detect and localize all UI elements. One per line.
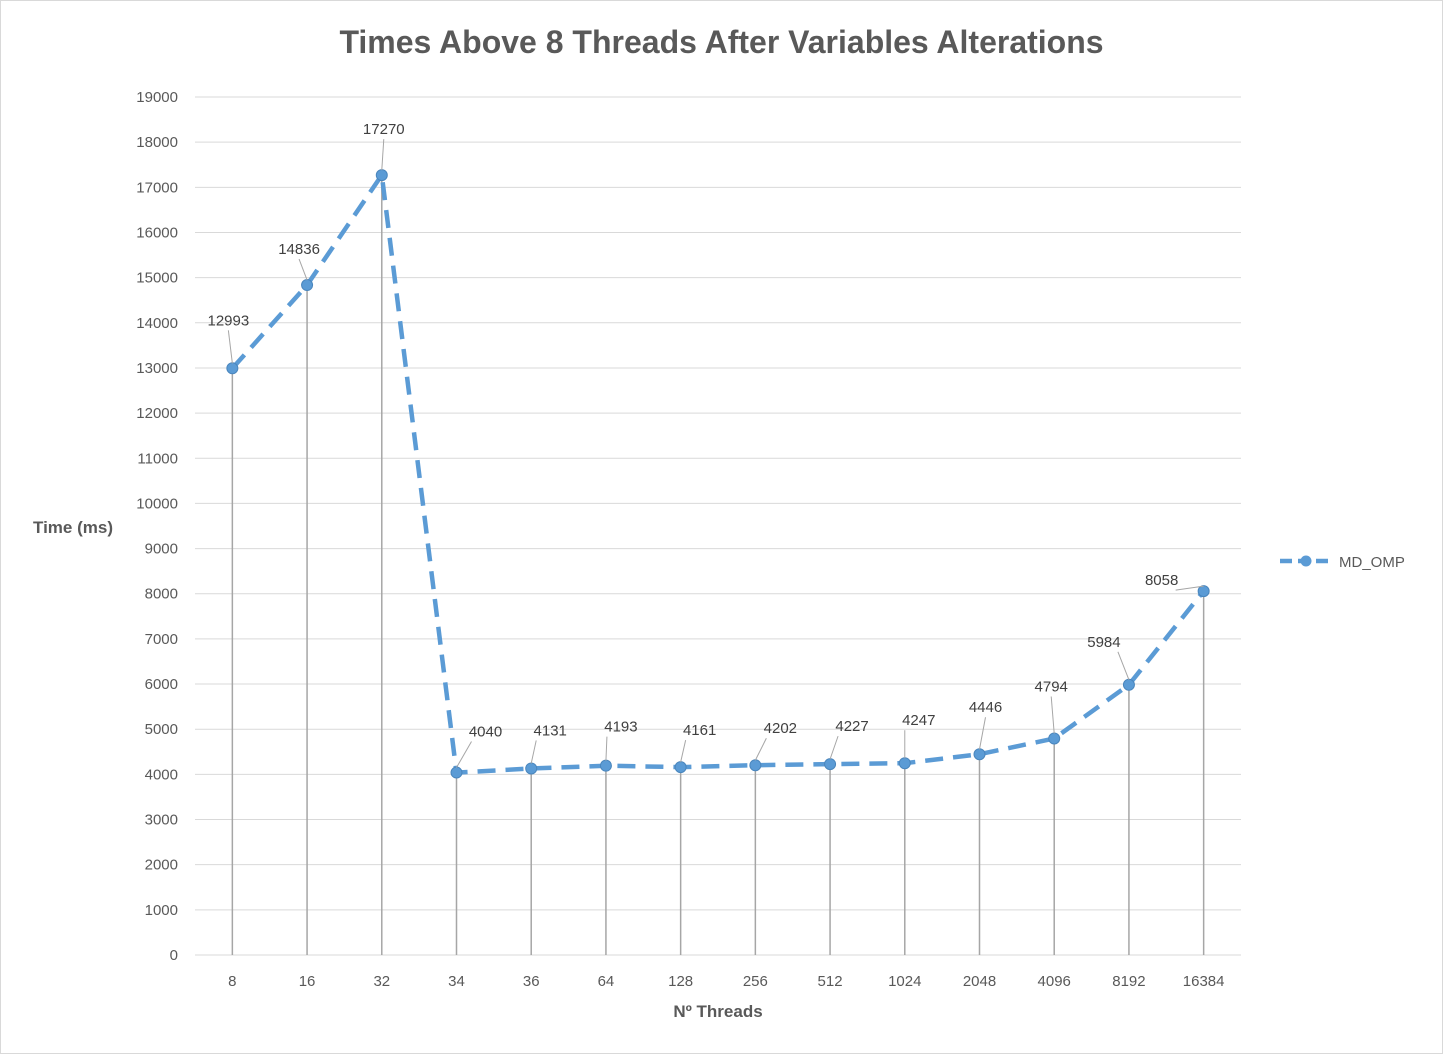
data-point-marker	[824, 758, 837, 771]
x-tick-label: 512	[818, 973, 843, 990]
y-tick-label: 2000	[145, 857, 178, 874]
data-label: 4131	[534, 722, 567, 739]
y-tick-label: 13000	[136, 360, 178, 377]
x-tick-label: 16	[299, 973, 316, 990]
data-label-leader	[456, 741, 472, 768]
series-line-md-omp	[230, 172, 1206, 775]
data-label: 4193	[604, 719, 637, 736]
data-label-leader	[829, 735, 839, 760]
y-tick-label: 9000	[145, 541, 178, 558]
data-label: 4202	[764, 720, 797, 737]
data-point-marker	[599, 759, 612, 772]
data-point-marker	[301, 279, 314, 292]
x-tick-label: 1024	[888, 973, 921, 990]
y-tick-label: 12000	[136, 405, 178, 422]
data-label: 17270	[363, 121, 405, 138]
y-tick-label: 3000	[145, 812, 178, 829]
data-point-marker	[525, 762, 538, 775]
legend-marker-swatch	[1300, 555, 1312, 567]
x-tick-label: 64	[598, 973, 615, 990]
y-tick-label: 10000	[136, 495, 178, 512]
data-point-marker	[1048, 732, 1061, 745]
data-label-leader	[754, 738, 767, 761]
x-tick-label: 32	[373, 973, 390, 990]
x-axis-title: Nº Threads	[673, 1002, 762, 1021]
data-label-leader	[680, 739, 687, 763]
data-label: 4794	[1035, 679, 1068, 696]
data-label: 4161	[683, 722, 716, 739]
y-tick-label: 4000	[145, 766, 178, 783]
data-label: 4247	[902, 712, 935, 729]
drop-lines	[231, 175, 1205, 955]
x-axis-ticks: 8 16 32 34 36 64 128 256 512 1024 2048 4096 8192 1638…	[228, 973, 1224, 990]
x-tick-label: 128	[668, 973, 693, 990]
x-tick-label: 256	[743, 973, 768, 990]
data-label-leader	[381, 139, 385, 171]
x-tick-label: 36	[523, 973, 540, 990]
chart-title: Times Above 8 Threads After Variables Al…	[339, 24, 1104, 60]
y-tick-label: 14000	[136, 315, 178, 332]
y-tick-label: 15000	[136, 270, 178, 287]
data-point-marker	[898, 757, 911, 770]
data-label: 4227	[835, 718, 868, 735]
data-label-leader	[1050, 696, 1055, 734]
y-tick-label: 8000	[145, 586, 178, 603]
x-tick-label: 8192	[1112, 973, 1145, 990]
data-label-leaders	[227, 139, 1204, 768]
x-tick-label: 34	[448, 973, 465, 990]
data-label: 12993	[207, 312, 249, 329]
y-tick-label: 1000	[145, 902, 178, 919]
series-markers	[226, 169, 1210, 779]
data-point-marker	[226, 362, 239, 375]
data-label-leader	[979, 717, 986, 750]
x-tick-label: 2048	[963, 973, 996, 990]
data-point-marker	[450, 766, 463, 779]
data-point-marker	[1197, 585, 1210, 598]
data-point-marker	[749, 759, 762, 772]
x-tick-label: 16384	[1183, 973, 1225, 990]
legend: MD_OMP	[1280, 554, 1405, 571]
data-label-leader	[298, 258, 308, 281]
y-tick-label: 5000	[145, 721, 178, 738]
data-label: 4040	[469, 724, 502, 741]
gridlines	[195, 96, 1241, 956]
y-axis-ticks: 0 1000 2000 3000 4000 5000 6000 7000 8000 9000 100…	[136, 89, 178, 964]
y-tick-label: 11000	[137, 450, 178, 467]
data-point-marker	[1122, 678, 1135, 691]
y-axis-title: Time (ms)	[33, 518, 113, 537]
data-point-marker	[375, 169, 388, 182]
data-label-leader	[1175, 585, 1204, 591]
y-tick-label: 6000	[145, 676, 178, 693]
data-label: 8058	[1145, 572, 1178, 589]
y-tick-label: 16000	[136, 224, 178, 241]
y-tick-label: 18000	[136, 134, 178, 151]
y-tick-label: 17000	[136, 179, 178, 196]
data-label-leader	[530, 740, 537, 764]
data-label-leader	[1117, 651, 1130, 680]
x-tick-label: 4096	[1038, 973, 1071, 990]
data-label: 4446	[969, 699, 1002, 716]
legend-label-md-omp: MD_OMP	[1339, 554, 1405, 571]
data-labels: 12993 14836 17270 4040 4131 4193 4161 4202 4227 4…	[207, 121, 1178, 740]
data-point-marker	[973, 748, 986, 761]
data-label-leader	[605, 736, 608, 761]
y-tick-label: 0	[170, 947, 178, 964]
data-label-leader	[227, 330, 233, 364]
data-point-marker	[674, 761, 687, 774]
data-label: 14836	[278, 241, 320, 258]
y-tick-label: 19000	[136, 89, 178, 106]
data-label: 5984	[1087, 634, 1120, 651]
y-tick-label: 7000	[145, 631, 178, 648]
x-tick-label: 8	[228, 973, 236, 990]
